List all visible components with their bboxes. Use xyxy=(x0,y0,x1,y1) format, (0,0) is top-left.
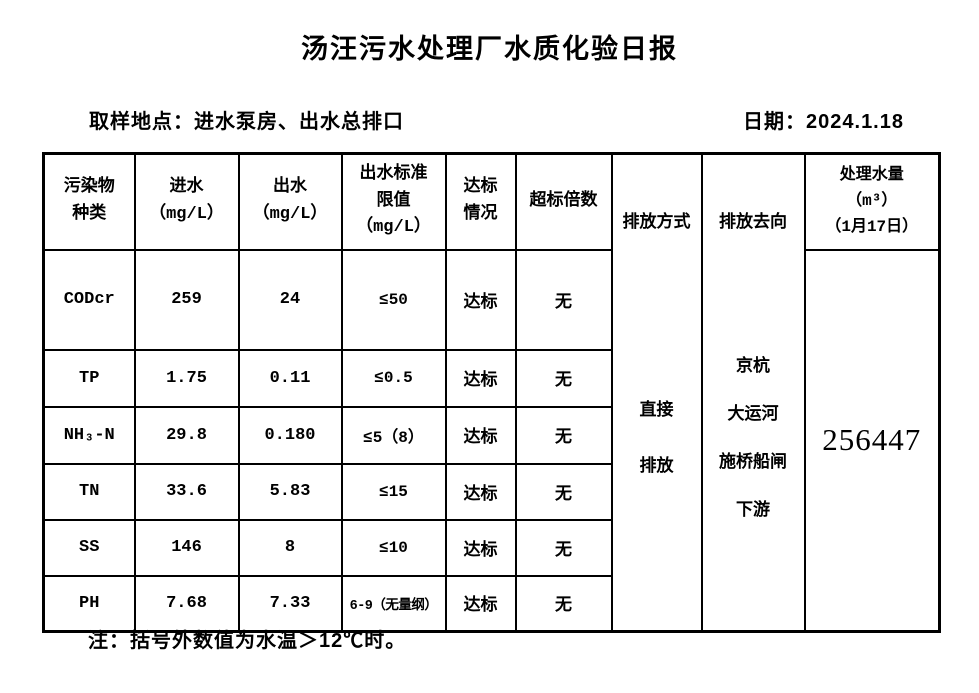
cell-status: 达标 xyxy=(444,405,517,465)
cell-outflow: 0.180 xyxy=(237,405,343,465)
water-quality-table: 污染物 种类 进水 （mg/L） 出水 （mg/L） 出水标准 限值 （mg/L… xyxy=(42,152,941,633)
cell-limit: ≤50 xyxy=(340,248,447,351)
cell-outflow: 7.33 xyxy=(237,574,343,633)
cell-outflow: 24 xyxy=(237,248,343,351)
cell-inflow: 33.6 xyxy=(133,462,240,521)
cell-exceed: 无 xyxy=(514,348,613,408)
cell-inflow: 29.8 xyxy=(133,405,240,465)
cell-limit: ≤10 xyxy=(340,518,447,577)
header-cell-outflow: 出水 （mg/L） xyxy=(237,152,343,251)
cell-limit: ≤0.5 xyxy=(340,348,447,408)
header-cell-pollutant: 污染物 种类 xyxy=(42,152,136,251)
header-cell-inflow: 进水 （mg/L） xyxy=(133,152,240,251)
report-title: 汤汪污水处理厂水质化验日报 xyxy=(301,34,678,64)
cell-pollutant: SS xyxy=(42,518,136,577)
report-date: 日期：2024.1.18 xyxy=(743,111,904,133)
cell-inflow: 146 xyxy=(133,518,240,577)
table-row: CODcr 259 24 ≤50 达标 无 256447 xyxy=(42,248,941,633)
cell-pollutant: PH xyxy=(42,574,136,633)
cell-exceed: 无 xyxy=(514,462,613,521)
discharge-method-wrap: 排放方式 直接 排放 xyxy=(613,173,701,612)
cell-inflow: 259 xyxy=(133,248,240,351)
cell-status: 达标 xyxy=(444,248,517,351)
cell-inflow: 7.68 xyxy=(133,574,240,633)
merged-cell-volume-value: 256447 xyxy=(803,248,941,633)
header-cell-limit: 出水标准 限值 （mg/L） xyxy=(340,152,447,251)
header-cell-volume: 处理水量 （m³） （1月17日） xyxy=(803,152,941,251)
discharge-destination-header: 排放去向 xyxy=(719,214,787,233)
cell-status: 达标 xyxy=(444,462,517,521)
cell-pollutant: TN xyxy=(42,462,136,521)
header-cell-status: 达标 情况 xyxy=(444,152,517,251)
merged-cell-discharge-method: 排放方式 直接 排放 xyxy=(610,152,703,633)
cell-pollutant: NH₃-N xyxy=(42,405,136,465)
table-row: NH₃-N 29.8 0.180 ≤5（8） 达标 无 xyxy=(42,405,940,465)
cell-exceed: 无 xyxy=(514,405,613,465)
cell-outflow: 0.11 xyxy=(237,348,343,408)
cell-inflow: 1.75 xyxy=(133,348,240,408)
cell-pollutant: CODcr xyxy=(42,248,136,351)
discharge-method-header: 排放方式 xyxy=(622,214,691,233)
cell-status: 达标 xyxy=(444,574,517,633)
header-cell-exceed: 超标倍数 xyxy=(514,152,613,251)
cell-exceed: 无 xyxy=(514,574,613,633)
discharge-method-value: 直接 排放 xyxy=(639,401,674,477)
cell-exceed: 无 xyxy=(514,248,613,351)
table-row: PH 7.68 7.33 6-9（无量纲） 达标 无 xyxy=(42,574,940,633)
table-row: TN 33.6 5.83 ≤15 达标 无 xyxy=(42,462,940,521)
cell-limit: 6-9（无量纲） xyxy=(340,574,447,633)
cell-limit: ≤15 xyxy=(340,462,447,521)
merged-cell-discharge-destination: 排放去向 京杭 大运河 施桥船闸 下游 xyxy=(700,152,806,633)
discharge-destination-value: 京杭 大运河 施桥船闸 下游 xyxy=(719,357,787,521)
sampling-location: 取样地点：进水泵房、出水总排口 xyxy=(89,111,404,133)
discharge-destination-wrap: 排放去向 京杭 大运河 施桥船闸 下游 xyxy=(703,173,804,612)
cell-status: 达标 xyxy=(444,518,517,577)
cell-outflow: 8 xyxy=(237,518,343,577)
table-header-row: 污染物 种类 进水 （mg/L） 出水 （mg/L） 出水标准 限值 （mg/L… xyxy=(42,152,941,633)
report-meta-row: 取样地点：进水泵房、出水总排口 日期：2024.1.18 xyxy=(42,105,937,134)
cell-exceed: 无 xyxy=(514,518,613,577)
cell-pollutant: TP xyxy=(42,348,136,408)
cell-limit: ≤5（8） xyxy=(340,405,447,465)
table-row: SS 146 8 ≤10 达标 无 xyxy=(42,518,940,577)
cell-status: 达标 xyxy=(444,348,517,408)
cell-outflow: 5.83 xyxy=(237,462,343,521)
footnote: 注：括号外数值为水温＞12℃时。 xyxy=(88,630,407,652)
table-row: TP 1.75 0.11 ≤0.5 达标 无 xyxy=(42,348,940,408)
